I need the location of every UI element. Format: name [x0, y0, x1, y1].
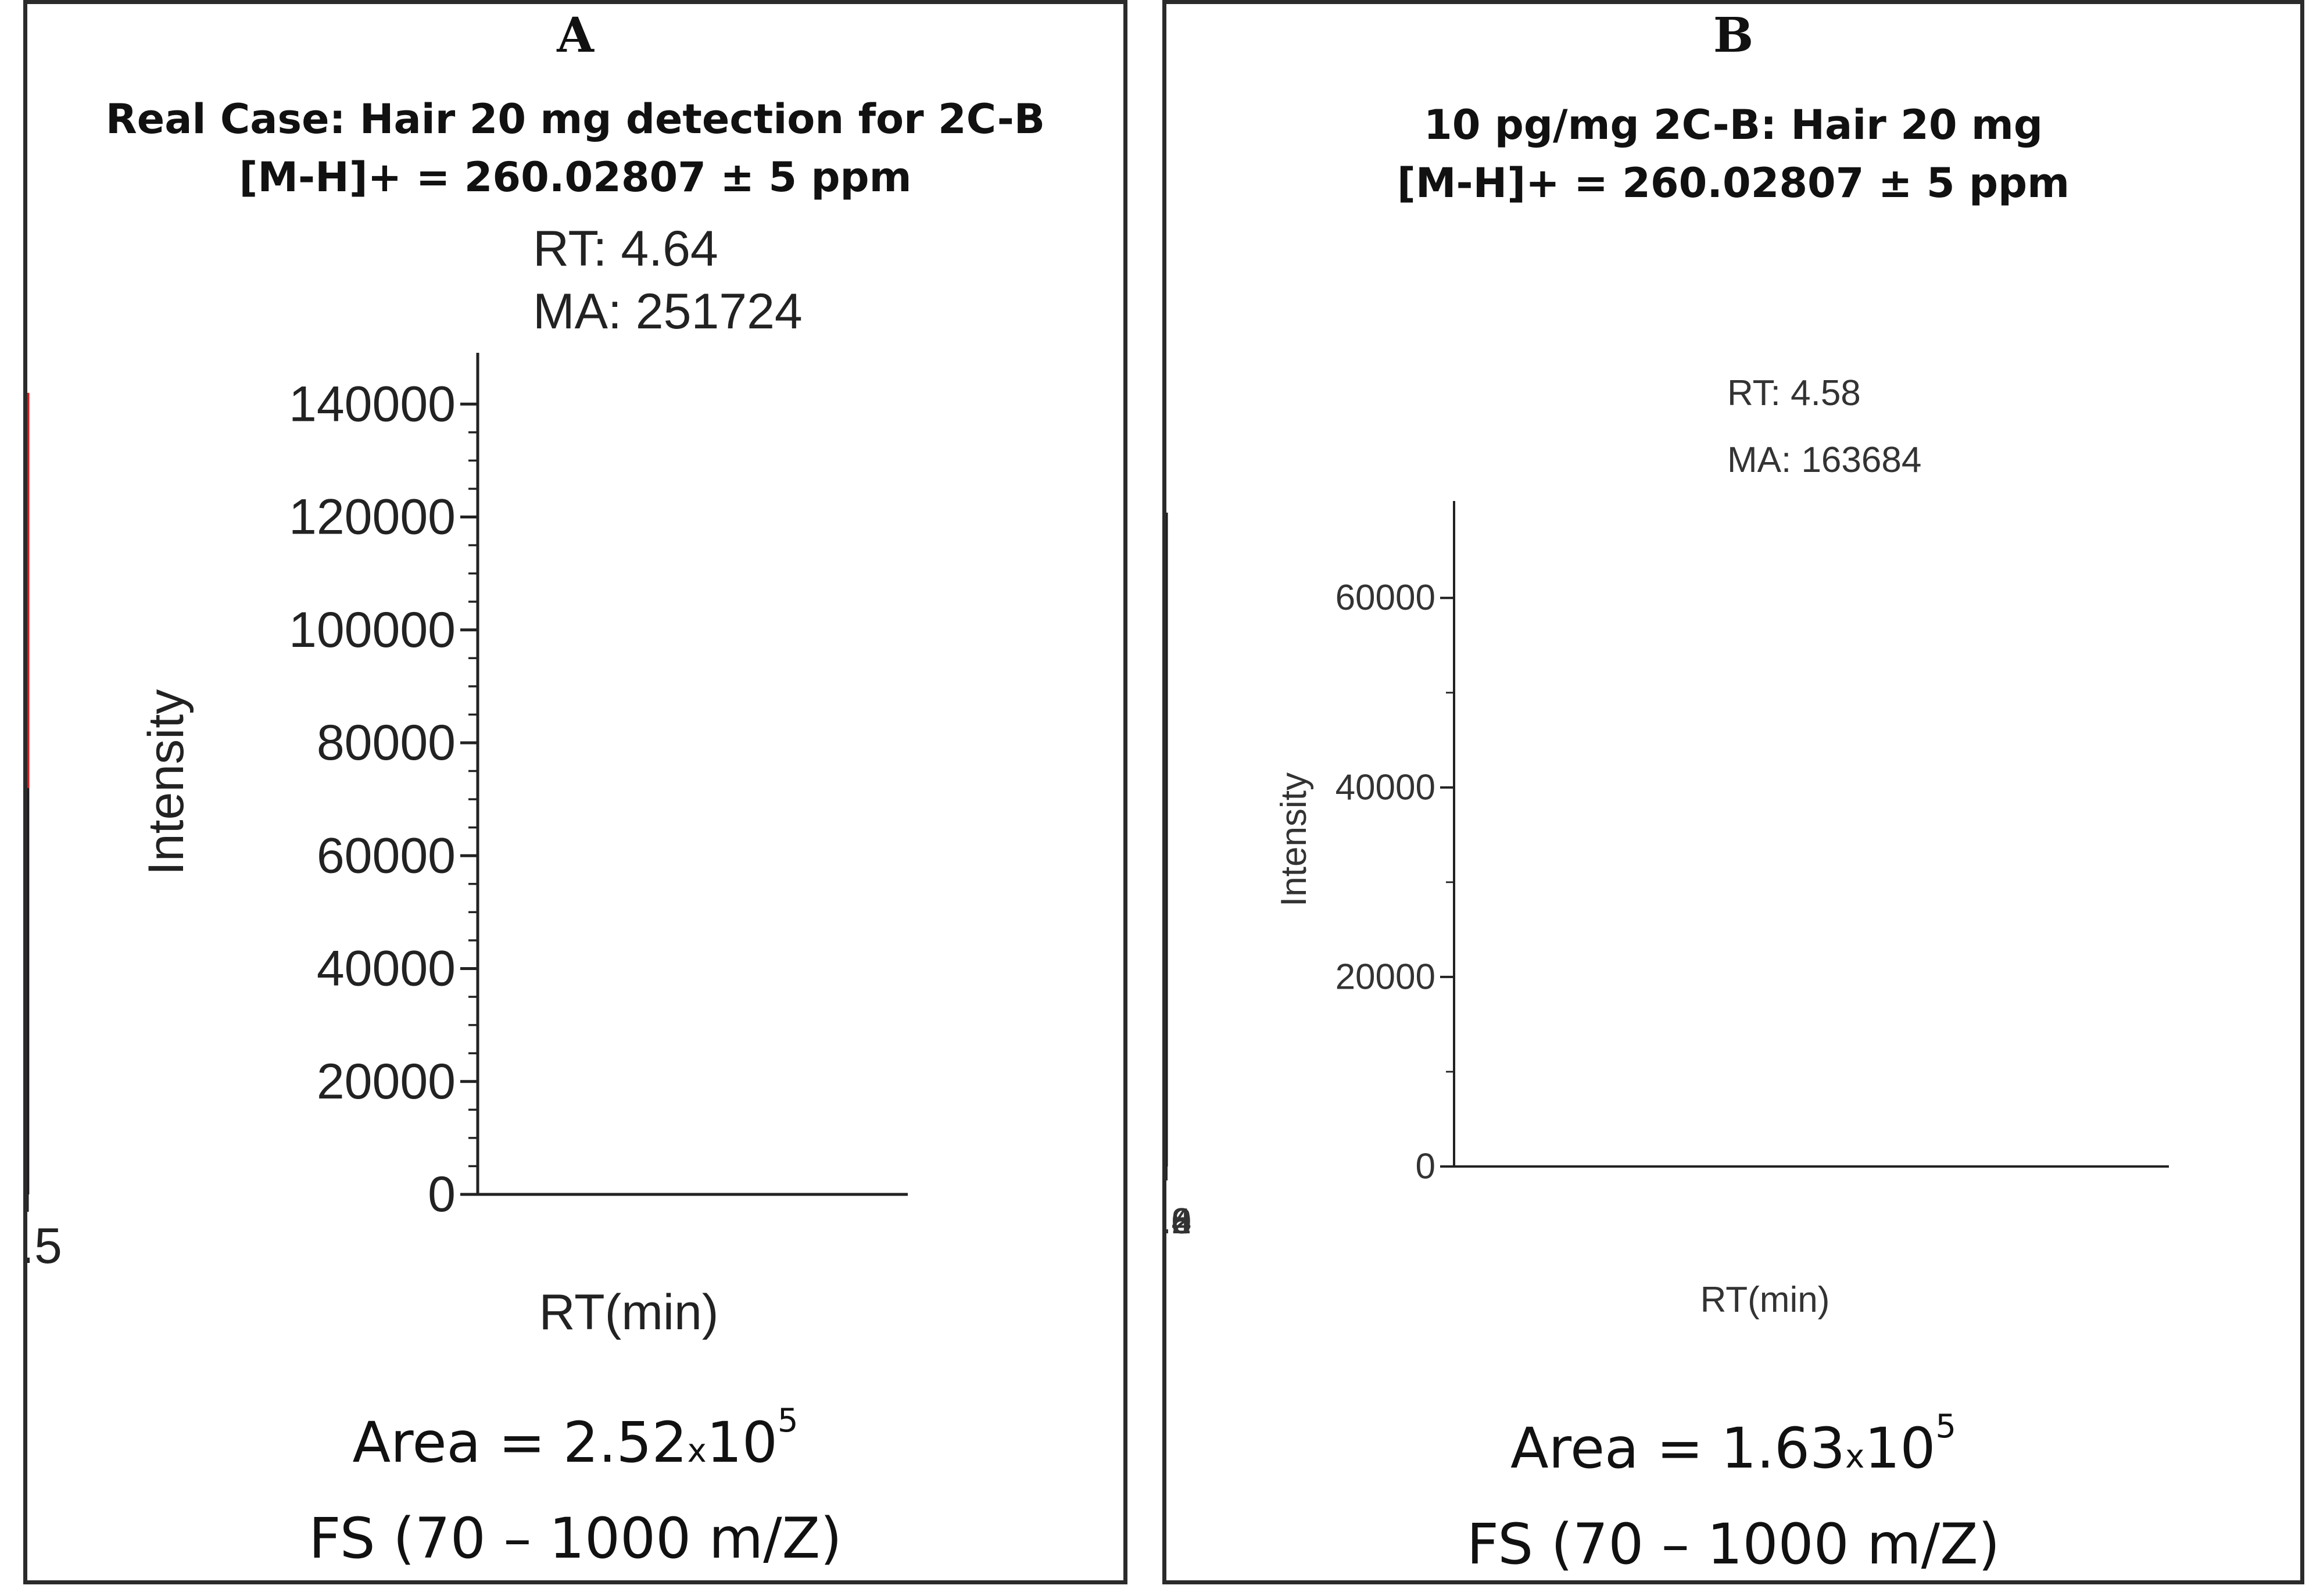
chart-a: 0 20000 40000 60000 80000 100000 120000 140000 4…	[27, 207, 1123, 1370]
y-tick-label: 140000	[289, 376, 456, 432]
y-axis-label: Intensity	[1274, 772, 1314, 907]
y-tick-label: 20000	[317, 1054, 456, 1110]
peak-ma-label: MA: 251724	[533, 284, 803, 339]
area-exponent: 5	[778, 1402, 799, 1440]
y-tick-label: 60000	[317, 828, 456, 883]
peak-ma-label: MA: 163684	[1727, 440, 1921, 480]
panel-a: A Real Case: Hair 20 mg detection for 2C…	[23, 0, 1127, 1584]
y-tick-label: 0	[428, 1166, 456, 1222]
area-exponent: 5	[1935, 1408, 1956, 1445]
chart-b: 02000040000600004.24.44.64.85.0Intensity…	[1166, 295, 2300, 1399]
area-times: x	[688, 1432, 707, 1470]
y-tick-label: 120000	[289, 489, 456, 545]
scan-range: FS (70 – 1000 m/Z)	[27, 1495, 1123, 1582]
y-tick-label: 100000	[289, 602, 456, 658]
x-axis-label: RT(min)	[539, 1284, 719, 1340]
scan-range: FS (70 – 1000 m/Z)	[1166, 1501, 2300, 1588]
area-times: x	[1845, 1438, 1864, 1476]
y-tick-label: 0	[1416, 1147, 1435, 1187]
chart-footer: Area = 1.63x105 FS (70 – 1000 m/Z)	[1166, 1405, 2300, 1588]
panel-label: B	[1166, 8, 2300, 63]
area-number: Area = 2.52	[352, 1410, 687, 1475]
chart-title: 10 pg/mg 2C-B: Hair 20 mg [M-H]+ = 260.0…	[1166, 96, 2300, 212]
panel-label: A	[27, 8, 1123, 63]
area-number: Area = 1.63	[1510, 1416, 1845, 1481]
chart-title-line1: 10 pg/mg 2C-B: Hair 20 mg	[1166, 96, 2300, 154]
y-tick-label: 80000	[317, 715, 456, 771]
x-axis-label: RT(min)	[1700, 1280, 1830, 1320]
chart-footer: Area = 2.52x105 FS (70 – 1000 m/Z)	[27, 1399, 1123, 1582]
peak-rt-label: RT: 4.64	[533, 221, 718, 277]
area-base: 10	[707, 1410, 778, 1475]
y-axis-label: Intensity	[138, 689, 194, 875]
y-tick-label: 60000	[1336, 578, 1435, 618]
chart-title-line1: Real Case: Hair 20 mg detection for 2C-B	[27, 90, 1123, 148]
y-tick-label: 40000	[317, 941, 456, 997]
x-tick-label: 4.5	[27, 1218, 62, 1274]
chart-title: Real Case: Hair 20 mg detection for 2C-B…	[27, 90, 1123, 206]
y-tick-label: 40000	[1336, 767, 1435, 807]
area-value: Area = 1.63x105	[1166, 1405, 2300, 1501]
y-tick-label: 20000	[1336, 957, 1435, 997]
panel-b: B 10 pg/mg 2C-B: Hair 20 mg [M-H]+ = 260…	[1162, 0, 2304, 1584]
chart-title-line2: [M-H]+ = 260.02807 ± 5 ppm	[27, 148, 1123, 206]
chart-title-line2: [M-H]+ = 260.02807 ± 5 ppm	[1166, 154, 2300, 212]
x-tick-label: 5.0	[1166, 1201, 1191, 1241]
peak-rt-label: RT: 4.58	[1727, 373, 1861, 413]
area-value: Area = 2.52x105	[27, 1399, 1123, 1495]
area-base: 10	[1864, 1416, 1935, 1481]
